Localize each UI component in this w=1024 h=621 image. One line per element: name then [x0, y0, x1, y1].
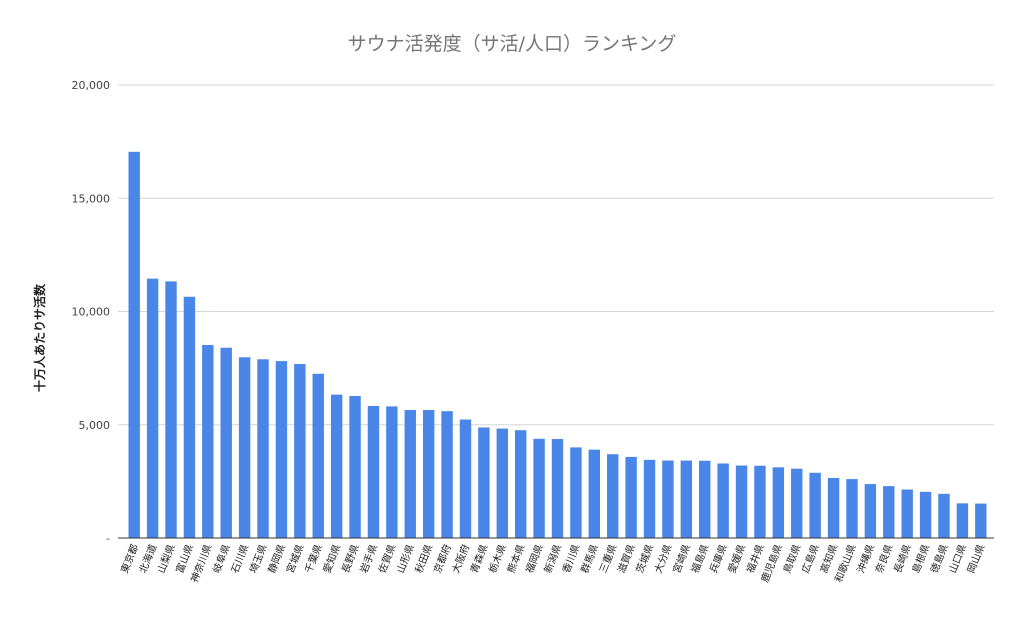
bar [919, 491, 932, 538]
bars [128, 151, 987, 538]
bar [146, 278, 159, 538]
bar [975, 503, 987, 538]
bar [956, 503, 969, 538]
bar [459, 419, 472, 538]
bar [478, 427, 490, 538]
bar [275, 361, 288, 538]
bar [680, 460, 693, 538]
bar [588, 449, 601, 538]
bar [128, 151, 140, 538]
bar [257, 359, 269, 538]
y-tick-label: - [106, 532, 110, 545]
bar [717, 463, 729, 538]
bar [496, 428, 508, 538]
bar [165, 281, 177, 538]
bar [864, 484, 877, 538]
bar [625, 456, 637, 538]
bar [404, 410, 416, 538]
bar [441, 411, 453, 538]
bar [367, 405, 380, 538]
x-axis-ticks: 東京都北海道山梨県富山県神奈川県岐阜県石川県埼玉県静岡県宮城県千葉県愛知県長野県… [118, 542, 988, 584]
y-axis-label: 十万人あたりサ活数 [32, 283, 47, 392]
gridlines [118, 84, 994, 426]
y-tick-label: 5,000 [79, 419, 111, 432]
y-tick-label: 15,000 [72, 192, 111, 205]
bar [330, 394, 343, 538]
bar [901, 489, 913, 538]
y-tick-label: 10,000 [72, 306, 111, 319]
y-axis-ticks: - 5,000 10,000 15,000 20,000 [72, 79, 111, 545]
bar [220, 347, 232, 538]
bar [827, 477, 840, 538]
bar [735, 465, 748, 538]
bar [846, 479, 858, 538]
bar [238, 357, 251, 538]
bar [938, 493, 950, 538]
bar [551, 439, 564, 538]
bar [349, 395, 361, 538]
bar [183, 296, 196, 538]
bar [422, 410, 435, 538]
bar [643, 459, 656, 538]
bar [202, 345, 214, 538]
bar [533, 438, 545, 538]
bar [809, 472, 821, 538]
bar [772, 467, 785, 538]
bar [791, 468, 803, 538]
bar [699, 460, 711, 538]
bar [386, 406, 398, 538]
bar [570, 447, 582, 538]
bar [607, 454, 619, 538]
bar [312, 373, 324, 538]
bar [754, 465, 766, 538]
bar [883, 486, 895, 538]
bar [514, 430, 527, 538]
bar [294, 364, 306, 538]
y-tick-label: 20,000 [72, 79, 111, 92]
chart-title: サウナ活発度（サ活/人口）ランキング [348, 33, 677, 55]
bar [662, 460, 674, 538]
